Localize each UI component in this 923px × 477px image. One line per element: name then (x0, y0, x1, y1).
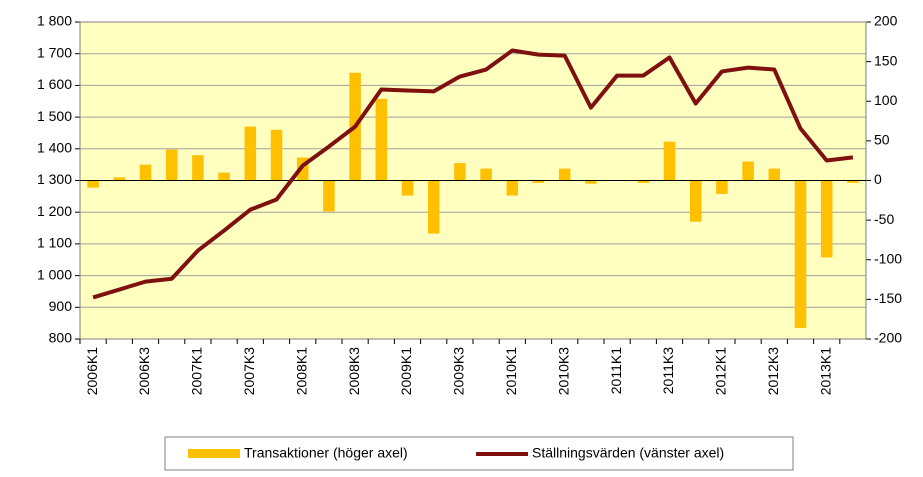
legend-label: Transaktioner (höger axel) (244, 445, 408, 461)
y-tick-label: 900 (49, 298, 73, 314)
bar (716, 180, 728, 194)
bar (270, 129, 283, 181)
y-tick-label: 1 800 (37, 13, 72, 29)
line (92, 48, 854, 300)
x-tick-label: 2007K3 (241, 347, 257, 395)
y2-tick-label: 100 (874, 92, 898, 108)
y2-tick-label: 0 (874, 171, 882, 187)
bar (768, 168, 781, 181)
bar (506, 180, 519, 196)
bar (585, 180, 597, 184)
bar (454, 163, 466, 181)
legend-label: Ställningsvärden (vänster axel) (532, 445, 724, 461)
y2-tick-label: -200 (874, 330, 902, 346)
x-tick-label: 2008K3 (346, 347, 362, 395)
bar (87, 180, 99, 188)
y-tick-label: 1 700 (37, 44, 72, 60)
y-tick-label: 1 100 (37, 235, 72, 251)
y-tick-label: 1 200 (37, 203, 72, 219)
bar (637, 180, 650, 183)
x-tick-label: 2006K3 (136, 347, 152, 395)
bar (558, 168, 571, 181)
x-tick-label: 2010K3 (555, 347, 571, 395)
bar (218, 172, 230, 181)
x-tick-label: 2007K1 (189, 347, 205, 395)
x-tick-label: 2013K1 (817, 347, 833, 395)
x-tick-label: 2008K1 (293, 347, 309, 395)
x-tick-label: 2010K1 (503, 347, 519, 395)
x-tick-label: 2006K1 (84, 347, 100, 395)
x-tick-label: 2012K1 (713, 347, 729, 395)
bar (794, 180, 807, 328)
x-tick-label: 2009K1 (398, 347, 414, 395)
bar (165, 149, 178, 181)
y-tick-label: 1 600 (37, 76, 72, 92)
bar (139, 164, 152, 181)
bar (820, 180, 833, 258)
bar (847, 180, 859, 183)
y-tick-label: 1 000 (37, 266, 72, 282)
bar (742, 161, 754, 181)
y2-tick-label: 150 (874, 52, 898, 68)
x-tick-label: 2011K3 (660, 347, 676, 394)
bar (323, 180, 335, 212)
bar (244, 126, 257, 181)
bar (192, 155, 204, 181)
bar (113, 177, 126, 181)
bar (296, 157, 309, 181)
x-tick-label: 2009K3 (451, 347, 467, 395)
x-tick-label: 2011K1 (608, 347, 624, 394)
y2-tick-label: -50 (874, 211, 894, 227)
y-tick-label: 800 (49, 330, 73, 346)
bar (427, 180, 440, 234)
y2-tick-label: -150 (874, 290, 902, 306)
bar (401, 180, 414, 196)
legend-swatch (188, 449, 240, 458)
bar (663, 141, 676, 181)
y-tick-label: 1 500 (37, 108, 72, 124)
bar (532, 180, 545, 183)
y-tick-label: 1 300 (37, 171, 72, 187)
bar (480, 168, 492, 181)
bar (689, 180, 702, 222)
y2-tick-label: -100 (874, 250, 902, 266)
y2-tick-label: 200 (874, 13, 898, 29)
y-tick-label: 1 400 (37, 140, 72, 156)
y2-tick-label: 50 (874, 132, 890, 148)
x-tick-label: 2012K3 (765, 347, 781, 395)
bar (375, 98, 388, 181)
